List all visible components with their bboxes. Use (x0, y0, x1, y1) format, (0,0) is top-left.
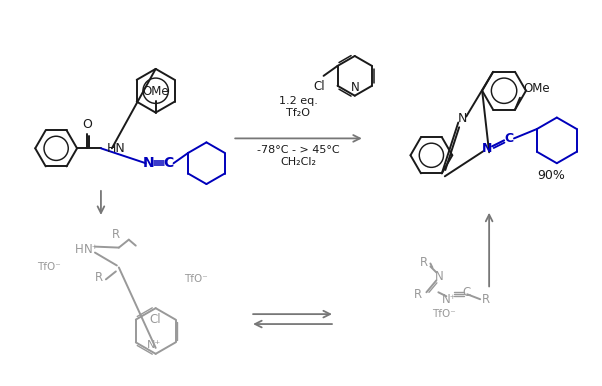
Text: N: N (143, 156, 155, 170)
Text: TfO⁻: TfO⁻ (432, 309, 456, 319)
Text: N⁺: N⁺ (146, 340, 161, 350)
Text: N⁺: N⁺ (84, 243, 98, 256)
Text: TfO⁻: TfO⁻ (184, 274, 207, 284)
Text: N: N (350, 81, 359, 94)
Text: N: N (458, 112, 467, 125)
Text: R: R (95, 271, 103, 284)
Text: R: R (420, 256, 429, 269)
Text: Cl: Cl (150, 313, 161, 326)
Text: TfO⁻: TfO⁻ (37, 262, 61, 273)
Text: R: R (414, 288, 423, 301)
Text: H: H (75, 243, 84, 256)
Text: OMe: OMe (523, 82, 550, 95)
Text: -78°C - > 45°C: -78°C - > 45°C (256, 145, 340, 155)
Text: R: R (482, 293, 490, 306)
Text: C: C (164, 156, 174, 170)
Text: C: C (462, 286, 470, 299)
Text: Tf₂O: Tf₂O (286, 108, 310, 118)
Text: R: R (112, 228, 120, 241)
Text: C: C (504, 132, 514, 145)
Text: 90%: 90% (537, 169, 565, 182)
Text: 1.2 eq.: 1.2 eq. (279, 96, 317, 106)
Text: N⁺: N⁺ (442, 293, 457, 306)
Text: OMe: OMe (142, 85, 169, 98)
Text: N: N (482, 142, 492, 155)
Text: O: O (82, 119, 92, 132)
Text: CH₂Cl₂: CH₂Cl₂ (280, 157, 316, 167)
Text: Cl: Cl (314, 80, 326, 93)
Text: HN: HN (107, 142, 126, 155)
Text: N: N (435, 270, 444, 283)
